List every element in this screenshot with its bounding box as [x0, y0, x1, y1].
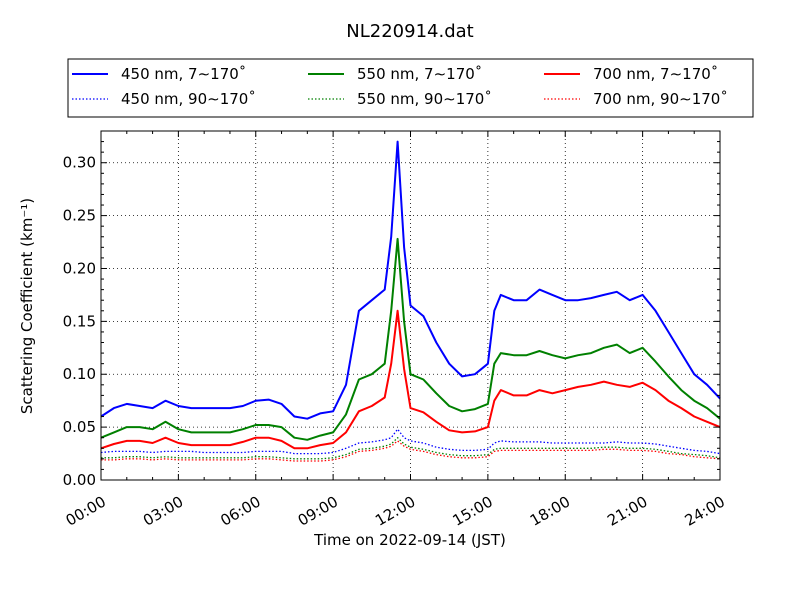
x-tick-label: 15:00 [450, 493, 496, 530]
y-tick-label: 0.10 [63, 365, 96, 383]
series-line-1 [100, 428, 721, 455]
legend-box [67, 58, 754, 118]
x-axis-label: Time on 2022-09-14 (JST) [313, 531, 506, 549]
series-line-3 [101, 437, 721, 460]
y-tick-label: 0.05 [63, 418, 96, 436]
x-tick-label: 00:00 [63, 493, 109, 530]
x-tick-label: 21:00 [604, 493, 650, 530]
x-tick-label: 06:00 [217, 493, 263, 530]
y-tick-label: 0.15 [63, 312, 96, 330]
legend: 450 nm, 7∼170˚ 550 nm, 7∼170˚ 700 nm, 7∼17… [67, 58, 754, 118]
x-tick-label: 18:00 [527, 493, 573, 530]
legend-label: 700 nm, 90∼170˚ [593, 90, 728, 108]
legend-label: 700 nm, 7∼170˚ [593, 65, 718, 83]
y-axis-label: Scattering Coefficient (km⁻¹) [18, 198, 36, 414]
series-layer [100, 140, 721, 462]
legend-label: 450 nm, 7∼170˚ [121, 65, 246, 83]
legend-label: 550 nm, 90∼170˚ [357, 90, 492, 108]
y-tick-label: 0.25 [63, 207, 96, 225]
x-tick-label: 12:00 [372, 493, 418, 530]
legend-label: 550 nm, 7∼170˚ [357, 65, 482, 83]
series-line-5 [101, 440, 721, 462]
y-tick-label: 0.20 [63, 259, 96, 277]
chart-title: NL220914.dat [346, 21, 473, 42]
series-line-0 [100, 140, 721, 420]
legend-label: 450 nm, 90∼170˚ [121, 90, 256, 108]
x-tick-label: 09:00 [295, 493, 341, 530]
series-line-2 [100, 237, 721, 441]
y-tick-label: 0.30 [63, 154, 96, 172]
x-tick-label: 03:00 [140, 493, 186, 530]
y-tick-label: 0.00 [63, 471, 96, 489]
series-line-4 [100, 309, 721, 450]
x-tick-label: 24:00 [682, 493, 728, 530]
